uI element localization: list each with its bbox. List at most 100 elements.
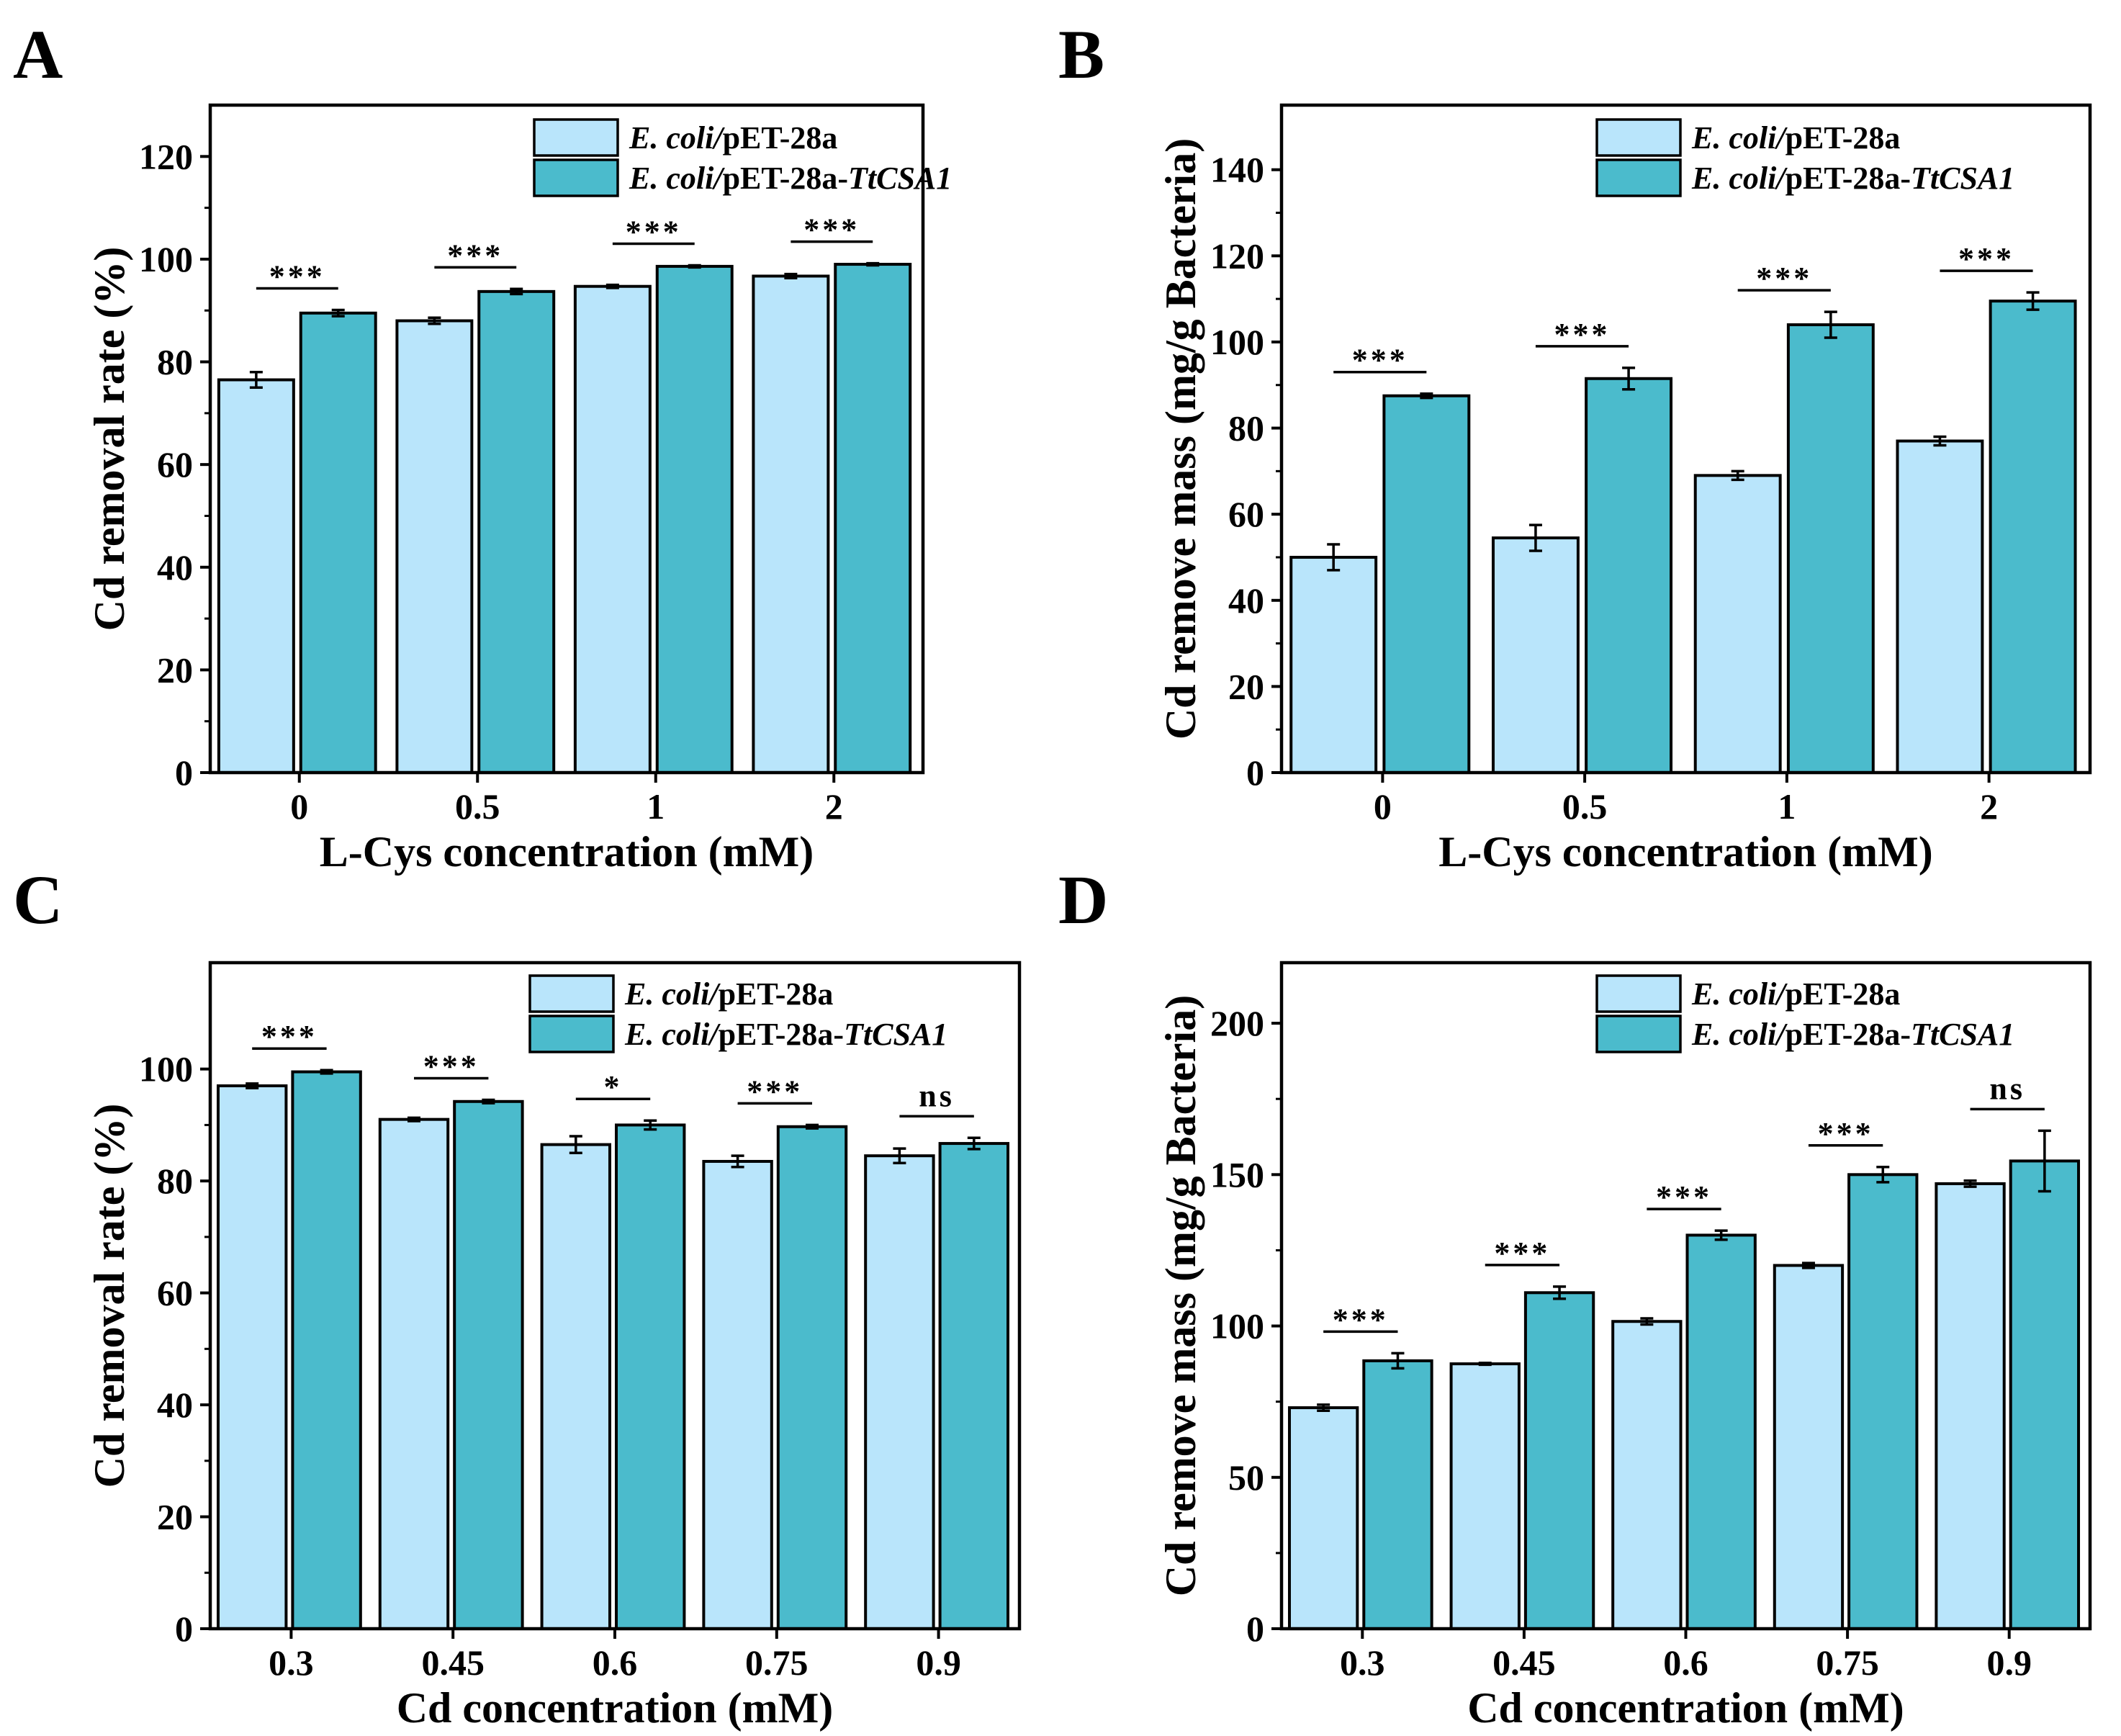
bar (1847, 1173, 1919, 1631)
legend-label: E. coli/pET-28a (629, 120, 837, 156)
y-tick-label: 80 (1228, 408, 1264, 449)
bar (299, 311, 377, 774)
significance-label: *** (261, 1019, 318, 1054)
x-tick-label: 0.75 (745, 1642, 809, 1683)
legend-label-italic: E. coli/ (1691, 120, 1788, 156)
significance-label: *** (626, 214, 682, 249)
bar (615, 1123, 686, 1630)
bar (453, 1099, 524, 1630)
significance-label: *** (423, 1048, 479, 1084)
legend-label-gene: TtCSA1 (844, 1017, 947, 1052)
bar (1611, 1320, 1683, 1630)
y-tick-label: 40 (157, 547, 193, 588)
legend-label: E. coli/pET-28a-TtCSA1 (624, 1017, 947, 1052)
panel-letter: A (13, 16, 63, 93)
x-tick-label: 0 (1374, 786, 1392, 827)
y-tick-label: 60 (157, 1273, 193, 1313)
x-tick-label: 0.6 (593, 1642, 638, 1683)
significance-label: *** (1656, 1179, 1712, 1215)
y-tick-label: 100 (139, 239, 193, 279)
legend-label-italic: E. coli/ (624, 976, 721, 1012)
plot-frame (1279, 961, 2092, 1631)
bar (573, 284, 652, 775)
bar (834, 263, 912, 774)
significance-label: *** (447, 238, 503, 273)
legend-label-gene: TtCSA1 (1911, 161, 2014, 196)
x-tick-label: 0.75 (1816, 1642, 1879, 1683)
y-axis-title: Cd removal rate (%) (86, 247, 133, 631)
plot-frame (1279, 103, 2092, 775)
panel-d: D *** 0.3 *** 0.45 *** 0.6 *** 0.75 ns 0.9 0 50 100 15… (1058, 861, 2092, 1732)
significance-label: *** (269, 259, 325, 294)
significance-label: *** (803, 212, 860, 248)
legend-swatch (533, 158, 619, 197)
panel-letter: D (1058, 861, 1108, 938)
legend-label-gene: TtCSA1 (848, 161, 952, 196)
bar (1382, 394, 1471, 774)
bar (2009, 1159, 2081, 1630)
bar (938, 1142, 1010, 1630)
y-axis-title: Cd remove mass (mg/g Bacteria) (1157, 138, 1204, 739)
panel-c: C *** 0.3 *** 0.45 * 0.6 *** 0.75 ns 0.9 0 20 40 60 80 1… (13, 861, 1022, 1732)
y-tick-label: 80 (157, 1161, 193, 1201)
y-axis-title: Cd remove mass (mg/g Bacteria) (1157, 995, 1204, 1596)
bar (477, 289, 556, 774)
bar (1362, 1359, 1433, 1630)
y-tick-label: 40 (1228, 580, 1264, 621)
legend-label-gene: TtCSA1 (1911, 1017, 2014, 1052)
legend-label: E. coli/pET-28a (1691, 120, 1900, 156)
y-tick-label: 60 (157, 444, 193, 485)
bar (776, 1125, 848, 1630)
y-tick-label: 80 (157, 342, 193, 382)
bar (655, 264, 734, 775)
panel-a: A***0***0.5***1***2020406080100120L-Cys … (13, 16, 952, 876)
legend-swatch (1595, 1015, 1682, 1053)
bar (1773, 1264, 1845, 1631)
legend-label-plasmid: pET-28a (1785, 976, 1901, 1012)
bar (1491, 536, 1580, 774)
y-tick-label: 0 (175, 752, 193, 793)
bar (1786, 323, 1875, 775)
x-axis-title: Cd concentration (mM) (397, 1684, 834, 1732)
x-axis-title: L-Cys concentration (mM) (320, 828, 814, 876)
bar (217, 378, 295, 774)
significance-label: * (604, 1069, 623, 1105)
y-tick-label: 100 (1210, 322, 1264, 362)
legend-label: E. coli/pET-28a-TtCSA1 (1691, 161, 2014, 196)
x-tick-label: 0.5 (455, 786, 500, 827)
x-tick-label: 0.45 (1492, 1642, 1556, 1683)
legend-swatch (528, 974, 615, 1013)
bar (864, 1154, 935, 1630)
y-tick-label: 40 (157, 1385, 193, 1425)
legend-label: E. coli/pET-28a (1691, 976, 1900, 1012)
bar (291, 1070, 362, 1631)
y-tick-label: 140 (1210, 150, 1264, 190)
x-tick-label: 1 (1778, 786, 1796, 827)
bar (1289, 555, 1378, 774)
significance-label: *** (1756, 261, 1812, 296)
bar (1523, 1291, 1595, 1630)
x-tick-label: 0.3 (1340, 1642, 1385, 1683)
legend-label-italic: E. coli/ (629, 161, 725, 196)
y-tick-label: 50 (1228, 1457, 1264, 1498)
significance-label: *** (1352, 343, 1408, 378)
y-tick-label: 0 (1246, 1609, 1264, 1649)
bar (1685, 1233, 1757, 1630)
bar (1287, 1406, 1359, 1631)
bar (1896, 439, 1984, 774)
y-tick-label: 0 (1246, 752, 1264, 793)
y-tick-label: 120 (1210, 235, 1264, 276)
bar (1935, 1182, 2006, 1630)
significance-label: *** (1333, 1302, 1389, 1337)
panel-letter: B (1058, 16, 1104, 93)
bar (1693, 474, 1782, 775)
y-tick-label: 100 (139, 1049, 193, 1089)
x-tick-label: 0.5 (1562, 786, 1608, 827)
x-tick-label: 0 (290, 786, 308, 827)
x-tick-label: 2 (825, 786, 843, 827)
x-tick-label: 1 (647, 786, 665, 827)
legend-label-plasmid: pET-28a (719, 976, 834, 1012)
bar (1449, 1362, 1521, 1631)
legend-label: E. coli/pET-28a-TtCSA1 (1691, 1017, 2014, 1052)
